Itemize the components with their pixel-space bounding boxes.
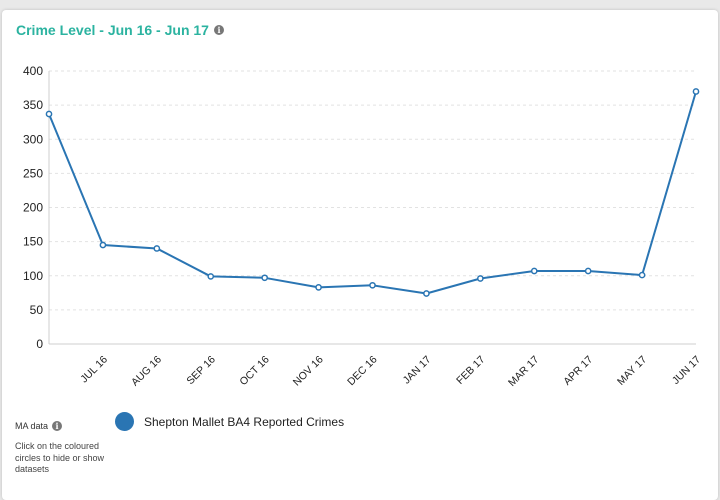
y-tick-label: 300 [23,132,43,146]
y-tick-label: 0 [36,337,43,351]
data-point[interactable] [692,88,700,95]
y-tick-label: 400 [23,64,43,78]
x-tick-label: MAY 17 [615,354,649,388]
ma-data-text: MA data [15,421,49,431]
data-point[interactable] [45,110,53,118]
y-tick-label: 350 [23,98,43,112]
info-icon[interactable]: i [213,25,224,35]
x-tick-label: APR 17 [561,354,595,388]
legend-item-shepton-mallet[interactable]: Shepton Mallet BA4 Reported Crimes [115,412,344,431]
chart-title: Crime Level - Jun 16 - Jun 17 i [16,22,224,38]
data-point[interactable] [476,275,484,282]
line-chart: 0 50 100 150 200 250 300 350 400 JUL 16 AUG 16 SEP … [23,64,703,389]
data-point[interactable] [261,274,269,282]
x-tick-label: JUL 16 [78,354,110,386]
y-tick-label: 250 [23,166,43,180]
x-tick-label: AUG 16 [129,354,164,389]
chart-title-text: Crime Level - Jun 16 - Jun 17 [16,22,209,38]
data-point[interactable] [153,245,161,252]
data-point[interactable] [207,273,215,280]
ma-data-label: MA data i [15,421,63,431]
data-point[interactable] [638,271,646,279]
ma-info-icon[interactable]: i [52,421,63,431]
data-point[interactable] [423,290,430,297]
x-tick-label: SEP 16 [184,354,218,388]
series-line [48,91,697,295]
legend-help-text: Click on the coloured circles to hide or… [15,441,105,474]
legend-item-label: Shepton Mallet BA4 Reported Crimes [144,414,345,429]
legend-toggle-circle[interactable] [115,412,134,431]
data-point[interactable] [369,281,376,289]
data-point[interactable] [584,267,592,275]
y-tick-label: 100 [23,269,43,283]
data-point[interactable] [99,241,107,249]
x-tick-label: JAN 17 [401,354,434,387]
x-tick-label: MAR 17 [506,354,541,389]
x-tick-label: FEB 17 [454,354,487,387]
x-tick-label: JUN 17 [670,354,703,387]
y-tick-label: 150 [23,235,43,249]
y-tick-label: 50 [30,303,44,317]
x-tick-label: DEC 16 [345,354,380,389]
x-tick-label: OCT 16 [237,354,271,388]
data-point[interactable] [530,267,538,275]
x-tick-label: NOV 16 [291,354,326,389]
y-tick-label: 200 [23,201,43,215]
data-point[interactable] [315,284,322,291]
